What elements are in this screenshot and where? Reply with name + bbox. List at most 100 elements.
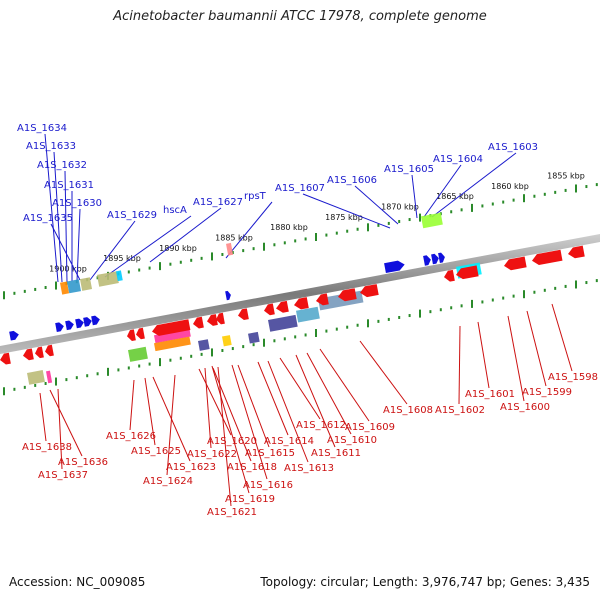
forward-gene-label[interactable]: A1S_1604: [433, 154, 483, 165]
reverse-gene[interactable]: [359, 284, 379, 298]
kbp-label: 1900 kbp: [49, 264, 87, 273]
reverse-gene[interactable]: [293, 297, 309, 310]
domain-block: [46, 370, 53, 384]
forward-gene[interactable]: [75, 318, 85, 329]
reverse-gene-label[interactable]: A1S_1618: [227, 462, 277, 473]
kbp-label: 1885 kbp: [215, 233, 253, 242]
reverse-gene[interactable]: [206, 314, 218, 327]
forward-gene[interactable]: [438, 252, 446, 263]
forward-gene-label[interactable]: A1S_1627: [193, 197, 243, 208]
forward-gene-label[interactable]: A1S_1630: [52, 198, 102, 209]
forward-gene[interactable]: [91, 315, 101, 326]
reverse-gene-label[interactable]: A1S_1608: [383, 405, 433, 416]
reverse-gene[interactable]: [315, 293, 329, 306]
scale-ticks: [3, 183, 598, 396]
forward-gene-label[interactable]: A1S_1603: [488, 142, 538, 153]
forward-gene[interactable]: [225, 290, 232, 301]
forward-gene[interactable]: [65, 320, 75, 331]
forward-gene-label[interactable]: A1S_1607: [275, 183, 325, 194]
reverse-gene-label[interactable]: A1S_1612: [296, 420, 346, 431]
topology-text: Topology: circular; Length: 3,976,747 bp…: [260, 575, 590, 589]
forward-gene[interactable]: [55, 322, 65, 332]
reverse-gene[interactable]: [135, 327, 145, 340]
forward-gene-label[interactable]: A1S_1606: [327, 175, 377, 186]
reverse-gene-label[interactable]: A1S_1636: [58, 457, 108, 468]
reverse-gene[interactable]: [44, 344, 54, 357]
reverse-gene[interactable]: [263, 303, 275, 316]
reverse-gene-label[interactable]: A1S_1613: [284, 463, 334, 474]
reverse-gene-label[interactable]: A1S_1602: [435, 405, 485, 416]
domain-block: [66, 279, 81, 294]
reverse-gene[interactable]: [0, 352, 11, 366]
reverse-gene-label[interactable]: A1S_1621: [207, 507, 257, 518]
reverse-gene-label[interactable]: A1S_1616: [243, 480, 293, 491]
reverse-gene[interactable]: [443, 269, 455, 283]
reverse-gene-label[interactable]: A1S_1638: [22, 442, 72, 453]
reverse-gene[interactable]: [503, 256, 527, 271]
reverse-gene-label[interactable]: A1S_1624: [143, 476, 193, 487]
reverse-gene-label[interactable]: A1S_1623: [166, 462, 216, 473]
forward-gene-label[interactable]: A1S_1632: [37, 160, 87, 171]
map-title: Acinetobacter baumannii ATCC 17978, comp…: [113, 9, 487, 24]
reverse-gene-label[interactable]: A1S_1615: [245, 448, 295, 459]
reverse-gene[interactable]: [126, 329, 136, 341]
reverse-gene[interactable]: [337, 288, 357, 302]
accession-text: Accession: NC_009085: [9, 575, 146, 589]
kbp-label: 1880 kbp: [270, 223, 308, 232]
reverse-gene-label[interactable]: A1S_1619: [225, 494, 275, 505]
kbp-label: 1870 kbp: [381, 202, 419, 211]
reverse-gene[interactable]: [151, 319, 191, 337]
reverse-gene[interactable]: [34, 346, 44, 359]
reverse-gene[interactable]: [22, 348, 34, 361]
reverse-gene-label[interactable]: A1S_1600: [500, 402, 550, 413]
reverse-gene-label[interactable]: A1S_1610: [327, 435, 377, 446]
reverse-gene-label[interactable]: A1S_1609: [345, 422, 395, 433]
reverse-gene-label[interactable]: A1S_1611: [311, 448, 361, 459]
domain-block: [198, 339, 210, 351]
reverse-gene-label[interactable]: A1S_1622: [187, 449, 237, 460]
kbp-label: 1855 kbp: [547, 171, 585, 180]
reverse-gene[interactable]: [192, 316, 204, 330]
domain-block: [295, 306, 320, 323]
reverse-gene[interactable]: [567, 245, 585, 260]
reverse-gene[interactable]: [237, 308, 249, 321]
reverse-gene[interactable]: [215, 312, 225, 325]
forward-gene-label[interactable]: A1S_1635: [23, 213, 73, 224]
forward-gene-label[interactable]: A1S_1605: [384, 164, 434, 175]
reverse-gene-label[interactable]: A1S_1637: [38, 470, 88, 481]
forward-gene-label[interactable]: A1S_1634: [17, 123, 67, 134]
domain-block: [27, 370, 45, 385]
domain-block: [59, 281, 70, 295]
forward-gene[interactable]: [384, 260, 405, 274]
forward-gene[interactable]: [83, 316, 93, 327]
kbp-label: 1860 kbp: [491, 182, 529, 191]
reverse-gene-label[interactable]: A1S_1598: [548, 372, 598, 383]
genome-backbone: [0, 234, 600, 354]
forward-gene-label[interactable]: hscA: [163, 205, 187, 216]
domain-block: [154, 336, 191, 352]
gene-arrows[interactable]: [0, 245, 585, 366]
kbp-label: 1890 kbp: [159, 244, 197, 253]
label-leaders: [39, 133, 573, 507]
domain-block: [128, 346, 148, 362]
reverse-gene[interactable]: [455, 265, 479, 280]
forward-gene[interactable]: [423, 255, 432, 266]
reverse-gene-label[interactable]: A1S_1626: [106, 431, 156, 442]
forward-gene-label[interactable]: A1S_1629: [107, 210, 157, 221]
reverse-gene-label[interactable]: A1S_1625: [131, 446, 181, 457]
reverse-gene-label[interactable]: A1S_1614: [264, 436, 314, 447]
forward-gene[interactable]: [431, 253, 440, 265]
reverse-gene-label[interactable]: A1S_1620: [207, 436, 257, 447]
forward-gene-label[interactable]: rpsT: [244, 191, 267, 202]
reverse-gene-label[interactable]: A1S_1601: [465, 389, 515, 400]
reverse-gene[interactable]: [275, 300, 289, 314]
forward-gene-label[interactable]: A1S_1631: [44, 180, 94, 191]
kbp-label: 1865 kbp: [436, 192, 474, 201]
forward-gene-labels[interactable]: A1S_1634 A1S_1633 A1S_1632 A1S_1631 A1S_1630…: [17, 123, 538, 224]
forward-gene-label[interactable]: A1S_1633: [26, 141, 76, 152]
forward-gene[interactable]: [9, 330, 19, 341]
reverse-gene[interactable]: [531, 249, 563, 266]
reverse-gene-labels[interactable]: A1S_1638 A1S_1636 A1S_1637 A1S_1626 A1S_1625…: [22, 372, 598, 518]
reverse-gene-label[interactable]: A1S_1599: [522, 387, 572, 398]
